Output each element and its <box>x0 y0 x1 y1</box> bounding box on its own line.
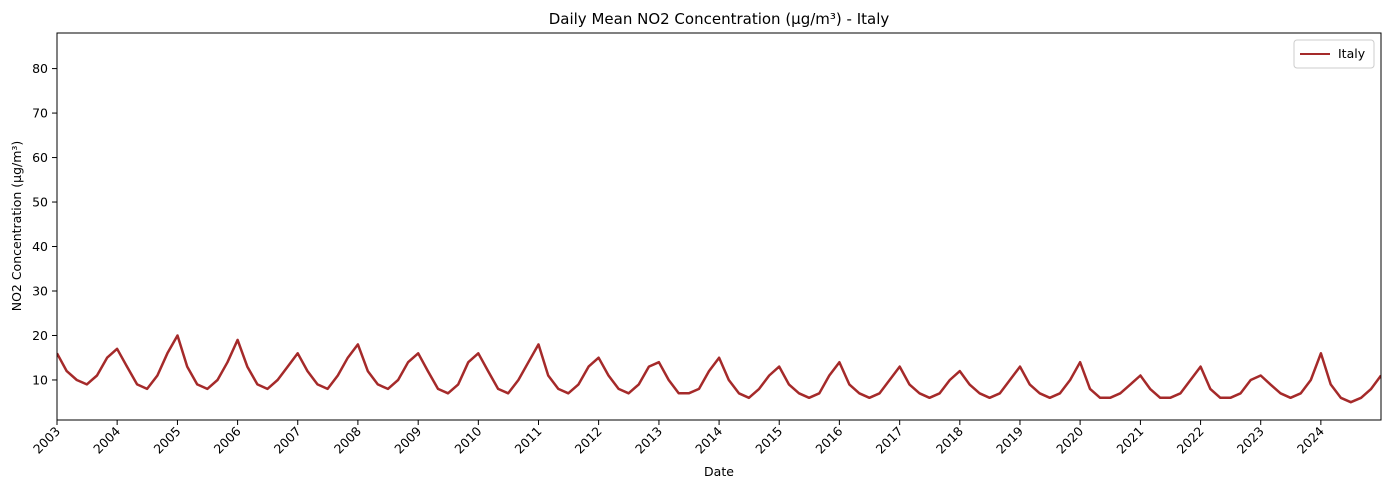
x-tick-label: 2010 <box>451 423 484 456</box>
x-tick-label: 2013 <box>632 424 665 457</box>
legend: Italy <box>1293 39 1375 69</box>
x-tick-label: 2022 <box>1174 424 1207 457</box>
y-tick-label: 60 <box>32 150 48 165</box>
x-tick-label: 2009 <box>391 423 424 456</box>
x-tick-label: 2019 <box>993 423 1026 456</box>
x-tick-label: 2005 <box>150 424 183 457</box>
x-tick-label: 2008 <box>331 423 364 456</box>
y-tick-label: 20 <box>32 328 48 343</box>
plot-frame <box>56 32 1382 421</box>
y-tick-label: 40 <box>32 239 48 254</box>
y-tick-label: 70 <box>32 106 48 121</box>
y-axis: 10 20 30 40 50 60 70 80 <box>32 61 57 387</box>
legend-label-italy: Italy <box>1338 46 1366 61</box>
x-tick-label: 2016 <box>812 423 845 456</box>
x-tick-label: 2012 <box>572 424 605 457</box>
x-tick-label: 2003 <box>30 424 63 457</box>
x-tick-label: 2014 <box>692 423 725 456</box>
x-tick-label: 2024 <box>1294 423 1327 456</box>
legend-box <box>1293 39 1375 69</box>
y-tick-label: 80 <box>32 61 48 76</box>
x-axis-title: Date <box>704 464 734 479</box>
x-tick-label: 2015 <box>752 424 785 457</box>
chart-title: Daily Mean NO2 Concentration (µg/m³) - I… <box>549 10 890 28</box>
x-tick-label: 2020 <box>1053 423 1086 456</box>
x-tick-label: 2006 <box>211 423 244 456</box>
x-axis: 2003 2004 2005 2006 2007 2008 2009 2010 2011 2012… <box>30 420 1327 457</box>
x-tick-label: 2004 <box>90 423 123 456</box>
x-tick-label: 2021 <box>1113 424 1146 457</box>
x-tick-label: 2011 <box>512 424 545 457</box>
x-tick-label: 2007 <box>271 424 304 457</box>
x-tick-label: 2018 <box>933 423 966 456</box>
y-tick-label: 10 <box>32 372 48 387</box>
series-line-italy <box>57 334 1381 404</box>
y-tick-label: 30 <box>32 284 48 299</box>
x-tick-label: 2017 <box>873 424 906 457</box>
x-tick-label: 2023 <box>1234 424 1267 457</box>
y-tick-label: 50 <box>32 195 48 210</box>
y-axis-title: NO2 Concentration (µg/m³) <box>9 141 24 312</box>
